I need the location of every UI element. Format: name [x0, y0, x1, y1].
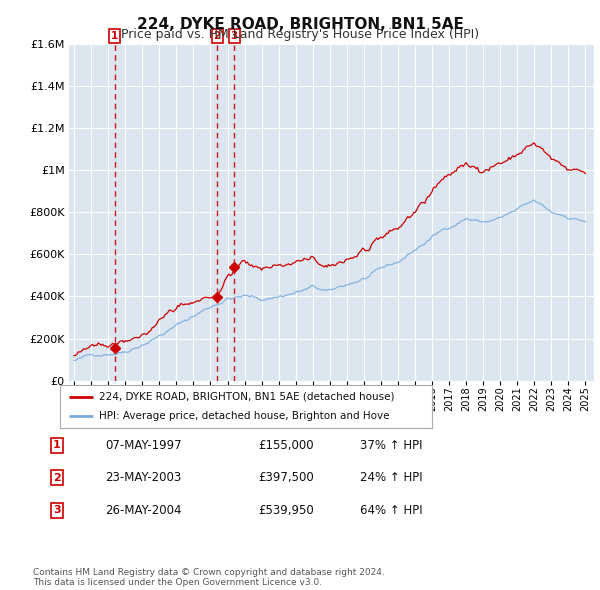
Text: 23-MAY-2003: 23-MAY-2003 [105, 471, 181, 484]
Text: £155,000: £155,000 [258, 439, 314, 452]
Text: 224, DYKE ROAD, BRIGHTON, BN1 5AE: 224, DYKE ROAD, BRIGHTON, BN1 5AE [137, 17, 463, 31]
Text: 2: 2 [214, 31, 221, 41]
Text: 64% ↑ HPI: 64% ↑ HPI [360, 504, 422, 517]
Text: 26-MAY-2004: 26-MAY-2004 [105, 504, 182, 517]
Text: 3: 3 [53, 506, 61, 515]
Text: 1: 1 [53, 441, 61, 450]
Text: 24% ↑ HPI: 24% ↑ HPI [360, 471, 422, 484]
Text: 07-MAY-1997: 07-MAY-1997 [105, 439, 182, 452]
Text: 3: 3 [231, 31, 238, 41]
Text: 224, DYKE ROAD, BRIGHTON, BN1 5AE (detached house): 224, DYKE ROAD, BRIGHTON, BN1 5AE (detac… [99, 392, 395, 402]
Text: £397,500: £397,500 [258, 471, 314, 484]
Text: £539,950: £539,950 [258, 504, 314, 517]
Text: Price paid vs. HM Land Registry's House Price Index (HPI): Price paid vs. HM Land Registry's House … [121, 28, 479, 41]
Text: 2: 2 [53, 473, 61, 483]
Text: HPI: Average price, detached house, Brighton and Hove: HPI: Average price, detached house, Brig… [99, 411, 389, 421]
Text: Contains HM Land Registry data © Crown copyright and database right 2024.
This d: Contains HM Land Registry data © Crown c… [33, 568, 385, 587]
Text: 37% ↑ HPI: 37% ↑ HPI [360, 439, 422, 452]
Text: 1: 1 [111, 31, 118, 41]
